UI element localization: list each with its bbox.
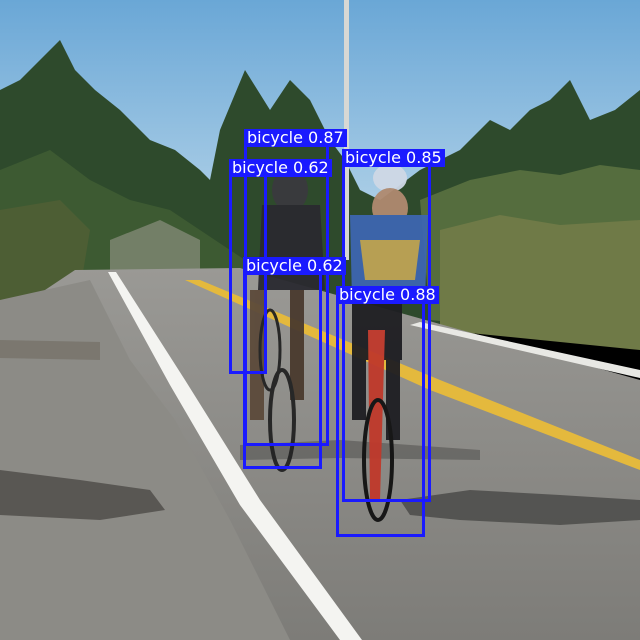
detection-box: bicycle 0.88 (336, 286, 439, 537)
detection-box: bicycle 0.85 (342, 149, 445, 502)
detection-label: bicycle 0.85 (342, 149, 445, 167)
detection-label: bicycle 0.62 (243, 257, 346, 275)
detection-label: bicycle 0.62 (229, 159, 332, 177)
detection-label: bicycle 0.87 (244, 129, 347, 147)
edge-line (108, 272, 362, 640)
detection-box: bicycle 0.87 (244, 129, 347, 446)
cyclist-right (350, 164, 428, 522)
road-shoulder (0, 280, 290, 640)
detection-label: bicycle 0.88 (336, 286, 439, 304)
detection-box: bicycle 0.62 (243, 257, 346, 469)
detection-box: bicycle 0.62 (229, 159, 332, 374)
